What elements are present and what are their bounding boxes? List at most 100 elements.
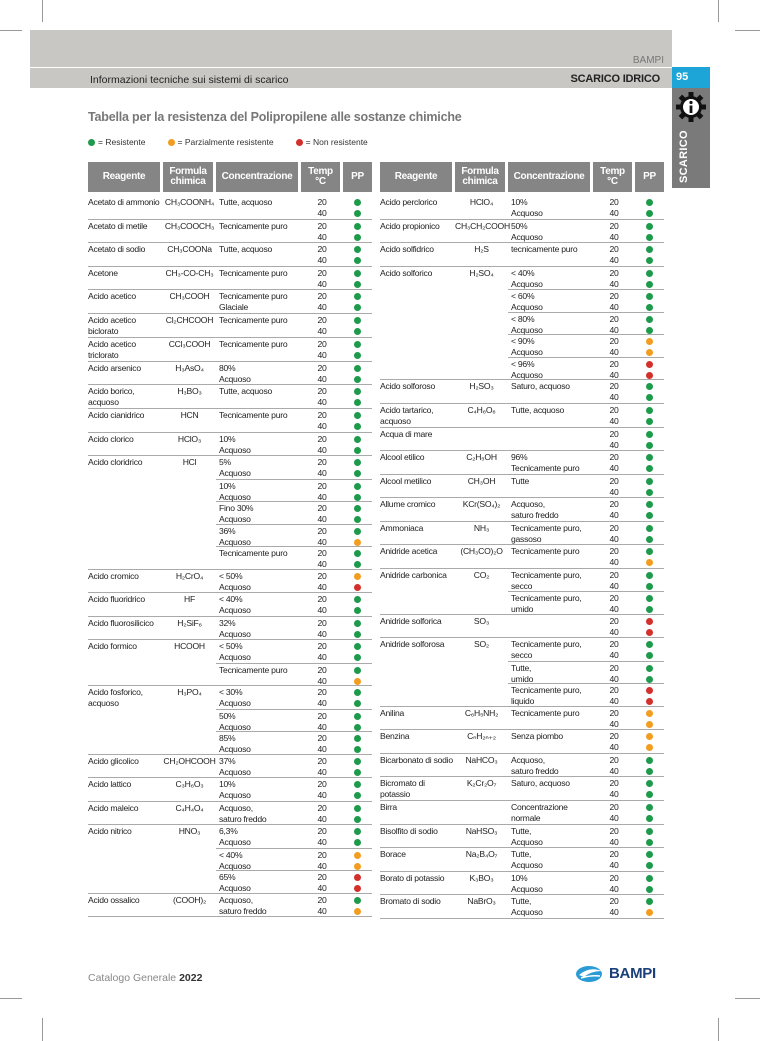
concentration-row: 65% Acquoso 20 40 <box>216 870 372 893</box>
resistant-dot-icon <box>354 607 361 614</box>
resistant-dot-icon <box>646 898 653 905</box>
concentration: Tecnicamente puro <box>219 220 288 231</box>
concentration: < 50% Acquoso <box>219 641 251 662</box>
concentration: Acquoso, saturo freddo <box>511 499 559 520</box>
concentration: 10% Acquoso <box>219 480 251 502</box>
chemical-formula: CH₃COONH₄ <box>164 197 215 207</box>
not-resistant-dot-icon <box>646 360 653 368</box>
concentration: Tecnicamente puro <box>219 548 288 558</box>
resistant-dot-icon <box>646 269 653 277</box>
concentration-row: < 90% Acquoso 20 40 <box>508 334 664 357</box>
concentration-row: Tecnicamente puro Glaciale 20 40 <box>216 290 372 313</box>
partial-dot-icon <box>646 733 653 740</box>
resistant-dot-icon <box>354 199 361 206</box>
concentration-group: Tecnicamente puro, secco 20 40 Tutte, umid… <box>508 638 664 706</box>
concentration: 37% Acquoso <box>219 755 251 777</box>
resistant-dot-icon <box>646 756 653 764</box>
reagent-name: Acido fluoridrico <box>88 594 145 604</box>
legend-dot-icon <box>167 139 175 146</box>
pp-rating <box>343 338 372 361</box>
concentration-group: 20 40 <box>508 428 664 451</box>
reagent-name: Anilina <box>380 707 405 718</box>
chemical-formula: C₄H₆O₆ <box>467 404 496 415</box>
concentration-row: Tecnicamente puro, secco 20 40 <box>508 638 664 661</box>
temperature: 20 40 <box>609 849 619 870</box>
resistant-dot-icon <box>354 246 361 253</box>
pp-rating <box>635 569 664 592</box>
concentration: Tecnicamente puro Glaciale <box>219 291 288 312</box>
concentration: Tutte, acquoso <box>511 404 565 415</box>
temperature: 20 40 <box>317 570 327 592</box>
reagent-name: Acido nitrico <box>88 826 132 836</box>
temperature: 20 40 <box>317 386 327 407</box>
pp-rating <box>343 456 372 479</box>
concentration: Tecnicamente puro <box>219 410 288 420</box>
pp-rating <box>343 547 372 569</box>
concentration-group: Tecnicamente puro 20 40 <box>216 314 372 337</box>
concentration-group: < 50% Acquoso 20 40 <box>216 570 372 593</box>
table-row: Acido tartarico, acquoso C₄H₆O₆ Tutte, acq… <box>380 404 664 428</box>
resistant-dot-icon <box>354 561 361 568</box>
concentration-row: Acquoso, saturo freddo 20 40 <box>216 802 372 825</box>
concentration <box>508 428 593 451</box>
table-row: Acido nitrico HNO₃ 6,3% Acquoso 20 40 < 40% … <box>88 825 372 894</box>
concentration-row: 96% Tecnicamente puro 20 40 <box>508 451 664 474</box>
resistant-dot-icon <box>646 641 653 648</box>
reagent-name: Benzina <box>380 731 410 741</box>
reagent-name: Acetone <box>88 267 118 278</box>
resistant-dot-icon <box>646 851 653 858</box>
resistant-dot-icon <box>354 654 361 661</box>
concentration: < 40% Acquoso <box>219 849 251 871</box>
table-row: Acetato di ammonio CH₃COONH₄ Tutte, acquos… <box>88 196 372 220</box>
concentration-group: 10% Acquoso 20 40 <box>216 433 372 456</box>
resistant-dot-icon <box>646 394 653 401</box>
pp-rating <box>635 730 664 753</box>
reagent-name: Acido solforoso <box>380 381 436 391</box>
concentration-row: 80% Acquoso 20 40 <box>216 362 372 385</box>
resistant-dot-icon <box>646 885 653 893</box>
reagent-name: Acido arsenico <box>88 362 141 373</box>
side-tab-label: SCARICO <box>678 130 690 183</box>
concentration-row: Tutte, acquoso 20 40 <box>508 404 664 427</box>
temperature: 20 40 <box>609 825 619 847</box>
temperature: 20 40 <box>609 291 619 312</box>
chemical-formula: CH₃COOH <box>169 291 210 301</box>
reagent-name: Acido formico <box>88 641 137 651</box>
partial-dot-icon <box>354 862 361 870</box>
concentration-row: Tecnicamente puro, gassoso 20 40 <box>508 522 664 545</box>
resistant-dot-icon <box>354 792 361 799</box>
concentration-row: 10% Acquoso 20 40 <box>508 872 664 895</box>
resistant-dot-icon <box>646 501 653 508</box>
chemical-formula: CH₃COONa <box>167 244 212 254</box>
table-row: Anidride solforica SO₃ 20 40 <box>380 615 664 638</box>
resistant-dot-icon <box>646 838 653 846</box>
resistant-dot-icon <box>646 791 653 798</box>
concentration-group: Tecnicamente puro 20 40 <box>216 267 372 290</box>
resistant-dot-icon <box>646 804 653 811</box>
table-row: Ammoniaca NH₃ Tecnicamente puro, gassoso 20… <box>380 522 664 545</box>
temperature: 20 40 <box>609 499 619 520</box>
resistant-dot-icon <box>354 327 361 335</box>
temperature: 20 40 <box>609 475 619 497</box>
resistant-dot-icon <box>646 454 653 461</box>
chemical-formula: K₂Cr₂O₇ <box>466 778 497 788</box>
concentration-group: 50% Acquoso 20 40 <box>508 220 664 243</box>
temperature: 20 40 <box>317 338 327 360</box>
table-row: Bicromato di potassio K₂Cr₂O₇ Saturo, acqu… <box>380 777 664 801</box>
table-row: Acido solfidrico H₂S tecnicamente puro 20 4… <box>380 243 664 267</box>
resistant-dot-icon <box>646 293 653 300</box>
pp-rating <box>635 522 664 545</box>
resistant-dot-icon <box>354 550 361 557</box>
concentration: 50% Acquoso <box>511 220 543 242</box>
temperature: 20 40 <box>609 381 619 402</box>
concentration-group: Tecnicamente puro, gassoso 20 40 <box>508 522 664 545</box>
reagent-name: Acido propionico <box>380 220 440 231</box>
resistant-dot-icon <box>646 512 653 519</box>
concentration: Tecnicamente puro <box>219 267 288 278</box>
resistant-dot-icon <box>354 746 361 753</box>
concentration-row: Saturo, acquoso 20 40 <box>508 380 664 403</box>
resistant-dot-icon <box>354 619 361 627</box>
pp-rating <box>343 243 372 266</box>
concentration: < 40% Acquoso <box>219 594 251 615</box>
concentration-group: 20 40 <box>508 615 664 638</box>
